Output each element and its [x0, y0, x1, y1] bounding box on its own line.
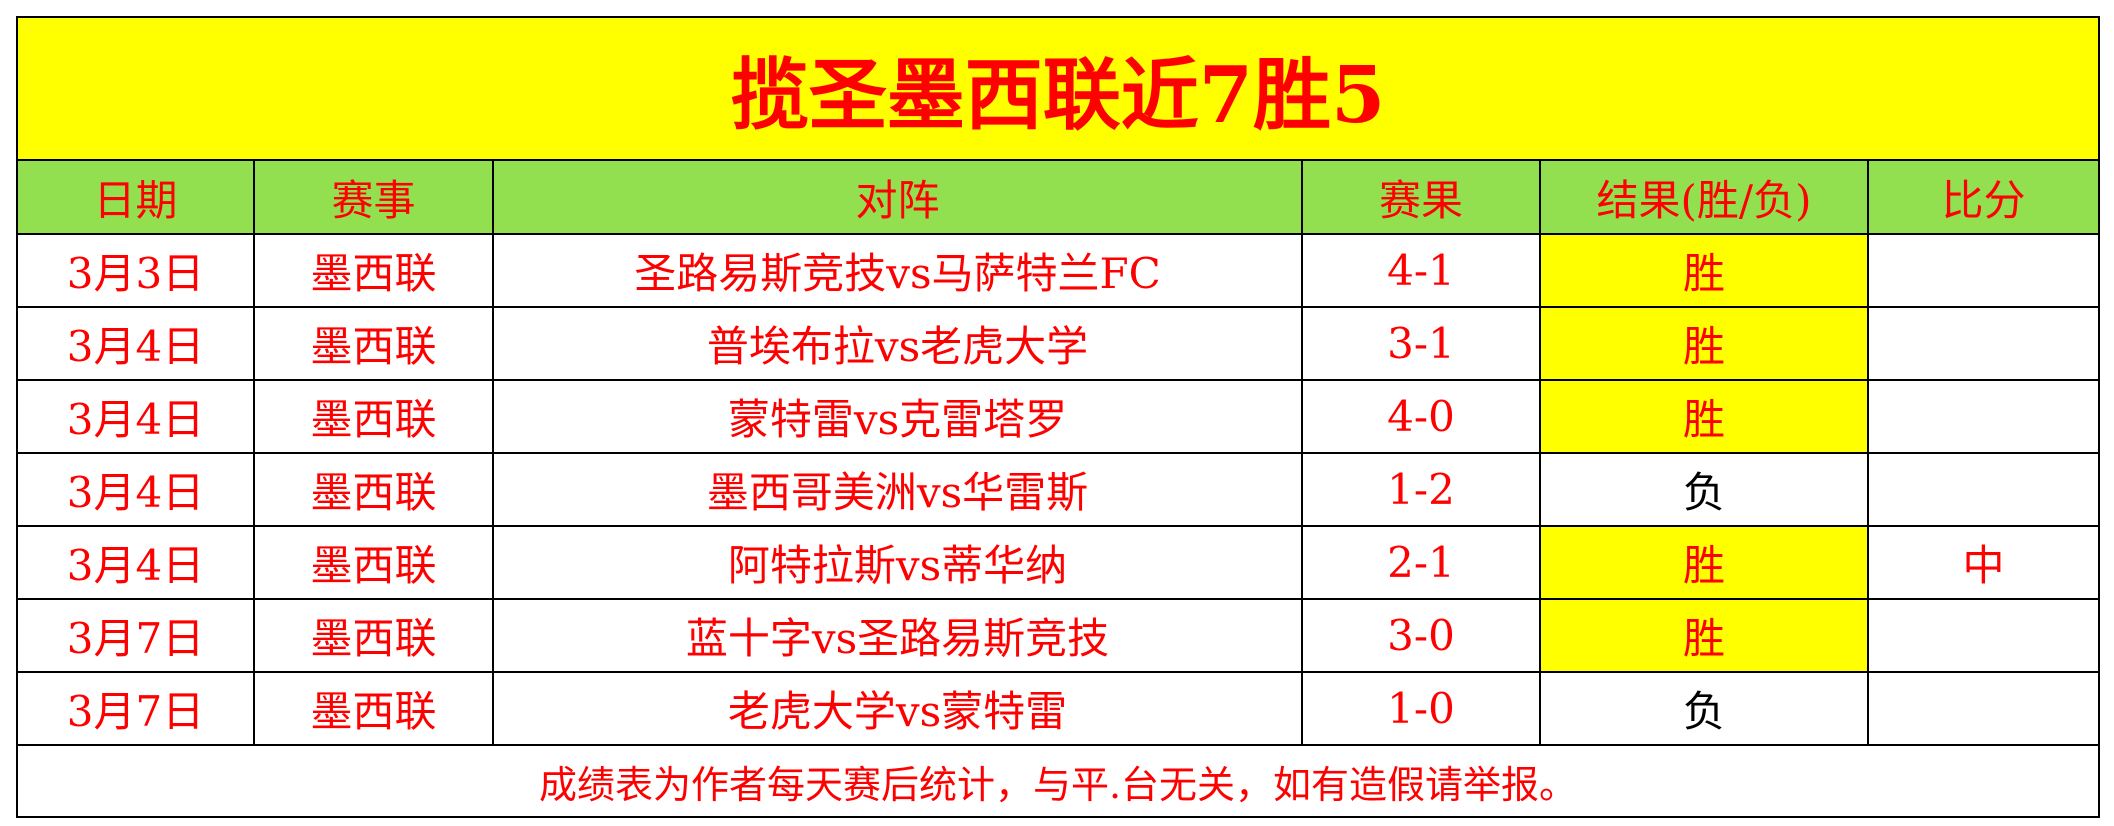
header-score: 赛果 — [1301, 159, 1541, 235]
table-row: 3月7日 墨西联 蓝十字vs圣路易斯竞技 3-0 胜 — [16, 598, 2101, 673]
pick-cell — [1866, 671, 2101, 746]
match-cell: 普埃布拉vs老虎大学 — [492, 306, 1303, 381]
footer-note: 成绩表为作者每天赛后统计，与平.台无关，如有造假请举报。 — [15, 744, 2101, 818]
result-cell: 胜 — [1539, 233, 1869, 308]
score-cell: 4-0 — [1301, 379, 1541, 454]
result-cell: 胜 — [1539, 598, 1869, 673]
date-cell: 3月7日 — [16, 671, 255, 746]
table-row: 3月3日 墨西联 圣路易斯竞技vs马萨特兰FC 4-1 胜 — [16, 233, 2101, 308]
header-result: 结果(胜/负) — [1539, 159, 1869, 235]
header-row: 日期 赛事 对阵 赛果 结果(胜/负) 比分 — [16, 159, 2101, 235]
score-cell: 1-2 — [1301, 452, 1541, 527]
pick-cell — [1866, 379, 2101, 454]
league-cell: 墨西联 — [253, 306, 494, 381]
match-cell: 圣路易斯竞技vs马萨特兰FC — [492, 233, 1303, 308]
score-cell: 3-1 — [1301, 306, 1541, 381]
score-cell: 4-1 — [1301, 233, 1541, 308]
date-cell: 3月4日 — [16, 306, 255, 381]
pick-cell — [1866, 598, 2101, 673]
match-cell: 墨西哥美洲vs华雷斯 — [492, 452, 1303, 527]
match-cell: 蓝十字vs圣路易斯竞技 — [492, 598, 1303, 673]
match-cell: 老虎大学vs蒙特雷 — [492, 671, 1303, 746]
table-row: 3月4日 墨西联 蒙特雷vs克雷塔罗 4-0 胜 — [16, 379, 2101, 454]
result-cell: 胜 — [1539, 525, 1869, 600]
pick-cell: 中 — [1866, 525, 2101, 600]
header-pick: 比分 — [1866, 159, 2101, 235]
league-cell: 墨西联 — [253, 671, 494, 746]
date-cell: 3月4日 — [16, 379, 255, 454]
match-cell: 蒙特雷vs克雷塔罗 — [492, 379, 1303, 454]
header-league: 赛事 — [253, 159, 494, 235]
table-row: 3月7日 墨西联 老虎大学vs蒙特雷 1-0 负 — [16, 671, 2101, 746]
score-cell: 3-0 — [1301, 598, 1541, 673]
score-cell: 2-1 — [1301, 525, 1541, 600]
match-cell: 阿特拉斯vs蒂华纳 — [492, 525, 1303, 600]
table-row: 3月4日 墨西联 普埃布拉vs老虎大学 3-1 胜 — [16, 306, 2101, 381]
pick-cell — [1866, 233, 2101, 308]
date-cell: 3月4日 — [16, 525, 255, 600]
date-cell: 3月4日 — [16, 452, 255, 527]
table-row: 3月4日 墨西联 墨西哥美洲vs华雷斯 1-2 负 — [16, 452, 2101, 527]
date-cell: 3月3日 — [16, 233, 255, 308]
results-table: 揽圣墨西联近7胜5 日期 赛事 对阵 赛果 结果(胜/负) 比分 3月3日 墨西联… — [15, 16, 2101, 818]
score-cell: 1-0 — [1301, 671, 1541, 746]
league-cell: 墨西联 — [253, 598, 494, 673]
pick-cell — [1866, 306, 2101, 381]
result-cell: 胜 — [1539, 379, 1869, 454]
result-cell: 负 — [1539, 452, 1869, 527]
date-cell: 3月7日 — [16, 598, 255, 673]
table-title: 揽圣墨西联近7胜5 — [15, 16, 2101, 161]
league-cell: 墨西联 — [253, 525, 494, 600]
result-cell: 负 — [1539, 671, 1869, 746]
header-date: 日期 — [16, 159, 255, 235]
pick-cell — [1866, 452, 2101, 527]
header-match: 对阵 — [492, 159, 1303, 235]
league-cell: 墨西联 — [253, 379, 494, 454]
league-cell: 墨西联 — [253, 233, 494, 308]
result-cell: 胜 — [1539, 306, 1869, 381]
league-cell: 墨西联 — [253, 452, 494, 527]
table-row: 3月4日 墨西联 阿特拉斯vs蒂华纳 2-1 胜中 — [16, 525, 2101, 600]
